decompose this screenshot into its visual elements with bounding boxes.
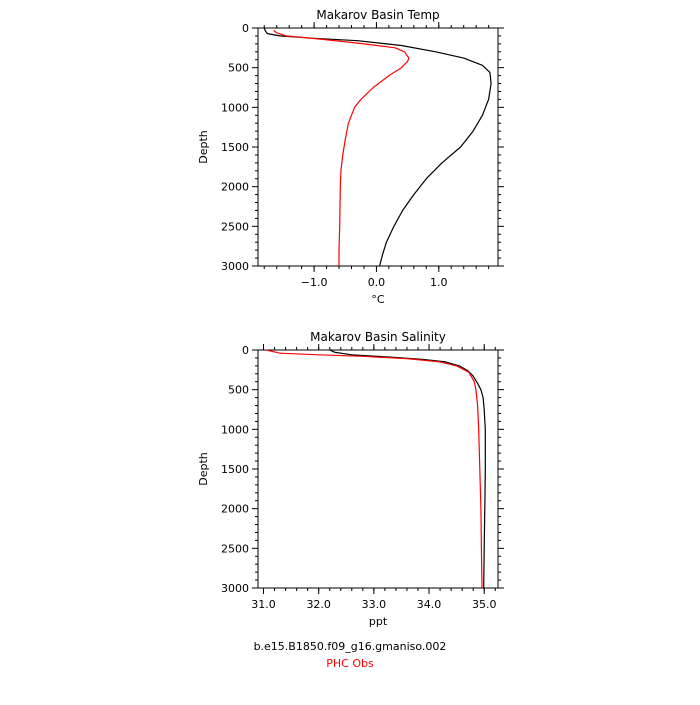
panel2-x-tick-label: 35.0 [472, 598, 497, 611]
panel2-x-tick-label: 31.0 [251, 598, 276, 611]
panel2-model-line [329, 349, 486, 589]
panel2-y-tick-label: 3000 [221, 582, 249, 595]
panel2-plot-frame [257, 349, 499, 589]
panel1-y-tick-label: 1000 [221, 101, 249, 114]
panel1-x-tick-label: 0.0 [368, 276, 386, 289]
panel2-y-tick-label: 1000 [221, 423, 249, 436]
panel1-plot-frame [257, 27, 499, 267]
panel1-chart-title: Makarov Basin Temp [316, 8, 439, 22]
panel2-x-tick-label: 34.0 [417, 598, 442, 611]
panel2-y-tick-label: 1500 [221, 463, 249, 476]
panel1-y-tick-label: 2500 [221, 220, 249, 233]
panel1-obs-line [273, 29, 410, 266]
panel2-x-tick-label: 33.0 [362, 598, 387, 611]
panel1-y-axis-label: Depth [197, 130, 210, 164]
panel1-x-tick-label: −1.0 [301, 276, 328, 289]
panel2-chart-title: Makarov Basin Salinity [310, 330, 446, 344]
panel1-x-axis-label: °C [371, 293, 385, 306]
model-caption: b.e15.B1850.f09_g16.gmaniso.002 [253, 640, 447, 653]
panel2-y-axis-label: Depth [197, 452, 210, 486]
panel2-y-tick-label: 500 [228, 384, 249, 397]
panel2-obs-line [266, 349, 483, 589]
panel1-model-line [263, 27, 492, 267]
panel1-y-tick-label: 3000 [221, 260, 249, 273]
obs-caption: PHC Obs [326, 657, 374, 670]
panel1-y-tick-label: 0 [242, 22, 249, 35]
panel2-y-tick-label: 2500 [221, 542, 249, 555]
panel1-y-tick-label: 2000 [221, 181, 249, 194]
panel1-y-tick-label: 500 [228, 62, 249, 75]
panel2-y-tick-label: 2000 [221, 503, 249, 516]
panel1-y-tick-label: 1500 [221, 141, 249, 154]
panel2-x-axis-label: ppt [369, 615, 388, 628]
panel1-x-tick-label: 1.0 [430, 276, 448, 289]
panel2-x-tick-label: 32.0 [306, 598, 331, 611]
panel2-y-tick-label: 0 [242, 344, 249, 357]
